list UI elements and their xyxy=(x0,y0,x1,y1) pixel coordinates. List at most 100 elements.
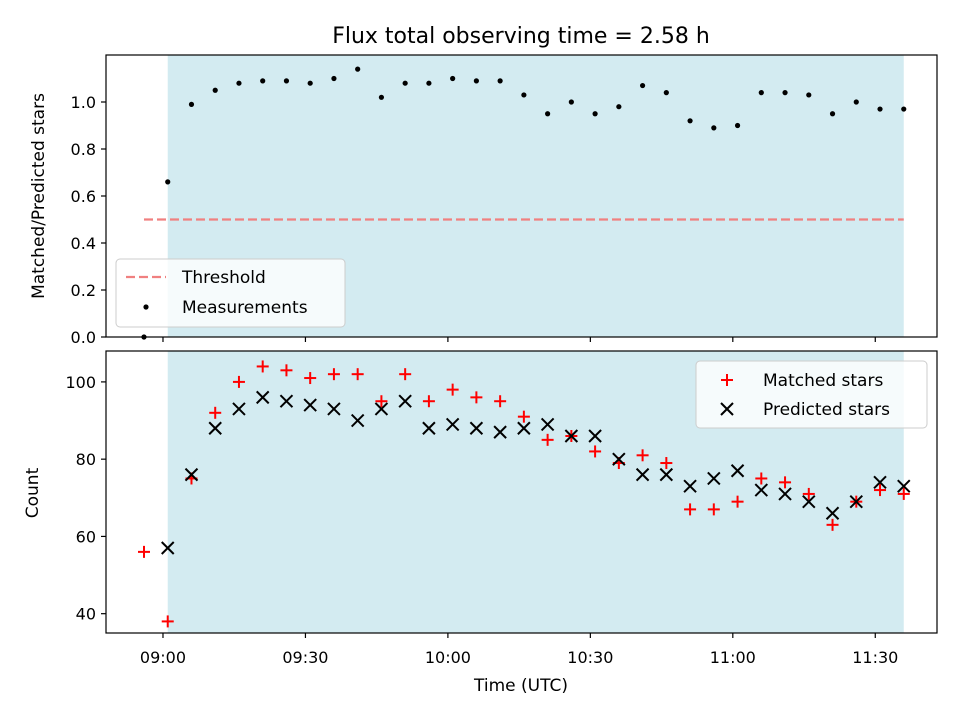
measurement-point xyxy=(568,99,574,105)
legend-matched-label: Matched stars xyxy=(763,371,883,391)
measurement-point xyxy=(450,75,456,82)
predicted-star-point xyxy=(255,390,270,405)
measurement-point xyxy=(212,87,218,93)
predicted-star-point xyxy=(469,421,484,435)
matched-star-point xyxy=(137,545,150,558)
measurement-point xyxy=(331,75,337,82)
legend-measurement-label: Measurements xyxy=(182,298,308,318)
y-tick-label: 0.8 xyxy=(71,140,96,159)
measurement-point xyxy=(687,118,693,124)
matched-star-point xyxy=(280,364,293,377)
measurement-point xyxy=(283,78,290,84)
matched-star-point xyxy=(684,503,697,516)
y-tick-label: 1.0 xyxy=(71,93,96,112)
measurement-point xyxy=(758,90,764,96)
legend-bottom: Matched stars Predicted stars xyxy=(695,360,928,429)
bottom-panel: 40 60 80 100 09:00 09:30 10:00 10:30 11:00 11:30 M… xyxy=(65,350,938,667)
x-tick-label: 11:30 xyxy=(852,648,898,667)
measurement-point xyxy=(165,179,171,185)
measurement-point xyxy=(806,92,812,98)
predicted-star-point xyxy=(754,483,769,497)
predicted-star-point xyxy=(707,471,721,486)
legend-frame xyxy=(695,360,928,429)
predicted-star-point xyxy=(612,452,626,466)
predicted-star-point xyxy=(849,494,863,509)
x-tick-label: 09:00 xyxy=(140,648,186,667)
predicted-star-point xyxy=(350,413,365,428)
predicted-star-point xyxy=(802,494,816,509)
matched-star-point xyxy=(707,503,720,516)
measurement-point xyxy=(236,80,242,86)
predicted-star-point xyxy=(517,421,531,435)
matched-star-point xyxy=(494,395,507,408)
measurement-point xyxy=(188,101,195,107)
predicted-star-point xyxy=(184,467,199,482)
measurement-point xyxy=(497,78,503,84)
predicted-star-point xyxy=(825,506,840,520)
measurement-point xyxy=(639,82,646,89)
predicted-star-point xyxy=(730,464,745,478)
x-tick-label: 09:30 xyxy=(282,648,328,667)
measurement-point xyxy=(853,99,859,105)
predicted-star-point xyxy=(445,417,460,432)
legend-top: Threshold Measurements xyxy=(115,258,346,328)
predicted-star-point xyxy=(422,421,436,435)
matched-star-point xyxy=(422,395,435,408)
measurement-point xyxy=(829,111,836,117)
y-tick-label: 0.0 xyxy=(71,328,96,347)
x-axis-label: Time (UTC) xyxy=(473,676,568,696)
chart-title: Flux total observing time = 2.58 h xyxy=(332,24,710,49)
matched-star-point xyxy=(779,476,792,489)
top-y-axis-label: Matched/Predicted stars xyxy=(29,93,49,299)
y-tick-label: 0.6 xyxy=(71,187,96,206)
matched-star-point xyxy=(351,368,364,381)
matched-star-point xyxy=(731,495,744,508)
predicted-star-point xyxy=(279,394,294,408)
matched-star-point xyxy=(399,368,412,381)
measurement-point xyxy=(592,111,598,117)
legend-threshold-label: Threshold xyxy=(181,268,266,288)
predicted-star-point xyxy=(493,425,507,439)
axes-frame xyxy=(105,350,938,634)
predicted-star-point xyxy=(897,479,911,493)
bottom-y-axis-label: Count xyxy=(23,467,43,518)
predicted-star-point xyxy=(540,417,555,432)
y-tick-label: 0.2 xyxy=(71,281,96,300)
predicted-star-point xyxy=(873,475,887,490)
matched-star-point xyxy=(446,383,459,396)
predicted-star-point xyxy=(635,467,650,482)
measurement-point xyxy=(616,104,622,110)
matched-star-point xyxy=(897,487,910,500)
matched-star-point xyxy=(802,487,815,500)
measurement-point xyxy=(307,80,313,86)
measurement-point xyxy=(782,90,788,96)
matched-star-point xyxy=(470,391,483,404)
x-tick-label: 11:00 xyxy=(710,648,756,667)
predicted-star-point xyxy=(564,429,579,443)
legend-predicted-swatch xyxy=(720,402,734,416)
measurement-point xyxy=(355,66,361,72)
legend-measurement-swatch xyxy=(143,304,149,310)
matched-star-point xyxy=(375,395,388,408)
measurement-point xyxy=(402,80,408,86)
measurement-point xyxy=(473,78,479,84)
y-tick-label: 80 xyxy=(76,450,96,469)
x-tick-label: 10:00 xyxy=(425,648,471,667)
measurement-point xyxy=(877,106,883,112)
matched-star-point xyxy=(161,615,174,628)
predicted-star-point xyxy=(398,394,412,408)
legend-predicted-label: Predicted stars xyxy=(763,400,890,420)
matched-star-point xyxy=(541,433,554,446)
matched-star-point xyxy=(589,445,602,458)
measurement-point xyxy=(426,80,432,86)
matched-star-point xyxy=(660,457,673,470)
measurement-point xyxy=(545,111,551,117)
matched-star-point xyxy=(636,449,649,462)
predicted-star-point xyxy=(374,402,389,416)
y-tick-label: 40 xyxy=(76,605,96,624)
y-tick-label: 0.4 xyxy=(71,234,96,253)
matched-star-point xyxy=(755,472,768,485)
y-tick-label: 60 xyxy=(76,527,96,546)
matched-star-point xyxy=(209,406,222,419)
